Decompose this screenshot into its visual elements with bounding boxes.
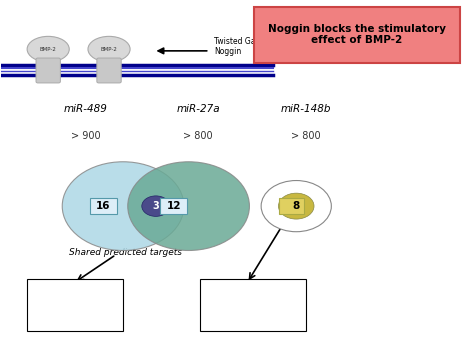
FancyBboxPatch shape	[200, 279, 305, 331]
FancyBboxPatch shape	[90, 198, 117, 214]
FancyBboxPatch shape	[254, 7, 460, 63]
Text: BMP-2: BMP-2	[40, 47, 57, 52]
Text: 16: 16	[96, 201, 110, 211]
FancyBboxPatch shape	[160, 198, 187, 214]
Ellipse shape	[88, 36, 130, 62]
Text: miR-148b: miR-148b	[280, 104, 331, 114]
Text: miR-27a: miR-27a	[176, 104, 220, 114]
Text: 12: 12	[166, 201, 181, 211]
Text: Shared predicted targets: Shared predicted targets	[69, 248, 182, 257]
Circle shape	[278, 193, 314, 219]
Text: Twisted Gastrulation
Noggin: Twisted Gastrulation Noggin	[214, 37, 293, 56]
FancyBboxPatch shape	[279, 198, 304, 214]
Text: BMP-2: BMP-2	[101, 47, 118, 52]
Text: > 800: > 800	[183, 131, 213, 141]
Text: Noggin blocks the stimulatory
effect of BMP-2: Noggin blocks the stimulatory effect of …	[268, 24, 446, 45]
Text: miR-489: miR-489	[64, 104, 108, 114]
Text: NOG
CSF1
HOXA5: NOG CSF1 HOXA5	[236, 289, 270, 322]
FancyBboxPatch shape	[36, 58, 60, 83]
Text: AHSG
PEX7
CHRD: AHSG PEX7 CHRD	[61, 289, 90, 322]
Text: 8: 8	[293, 201, 300, 211]
Text: 3: 3	[152, 201, 159, 211]
Circle shape	[261, 181, 331, 232]
Circle shape	[128, 162, 249, 250]
FancyBboxPatch shape	[27, 279, 123, 331]
Text: > 900: > 900	[71, 131, 101, 141]
Circle shape	[142, 196, 170, 216]
Circle shape	[62, 162, 184, 250]
Ellipse shape	[27, 36, 69, 62]
FancyBboxPatch shape	[97, 58, 121, 83]
Text: > 800: > 800	[291, 131, 320, 141]
